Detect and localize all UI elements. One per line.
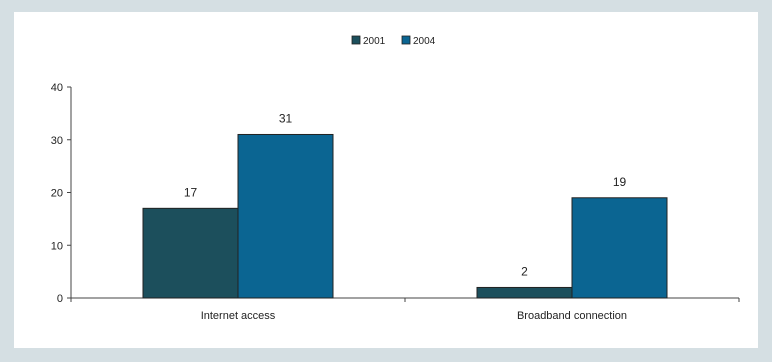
y-tick-label: 20 bbox=[51, 188, 63, 200]
legend-label-2004: 2004 bbox=[413, 36, 436, 47]
legend-label-2001: 2001 bbox=[363, 36, 386, 47]
x-tick-label: Broadband connection bbox=[517, 310, 627, 322]
bar-2001-0 bbox=[142, 207, 239, 299]
legend-swatch-2004 bbox=[401, 35, 411, 45]
bar-2001-1 bbox=[476, 286, 573, 299]
chart-legend: 2001 2004 bbox=[351, 35, 436, 47]
data-label: 17 bbox=[184, 185, 198, 199]
y-tick-label: 0 bbox=[57, 293, 63, 305]
chart-card: 2001 2004 0 10 20 30 40 Internet access Broadba… bbox=[14, 12, 758, 348]
chart-data-labels: 17 31 2 19 bbox=[184, 111, 627, 278]
data-label: 2 bbox=[521, 264, 528, 278]
y-tick-label: 30 bbox=[51, 135, 63, 147]
legend-swatch-2001 bbox=[351, 35, 361, 45]
bar-2004-0 bbox=[237, 133, 334, 299]
x-tick-label: Internet access bbox=[201, 310, 276, 322]
bar-chart: 2001 2004 0 10 20 30 40 Internet access Broadba… bbox=[51, 35, 740, 322]
bar-2004-1 bbox=[571, 197, 668, 299]
chart-bars bbox=[142, 133, 668, 299]
data-label: 19 bbox=[613, 175, 627, 189]
data-label: 31 bbox=[279, 111, 293, 125]
y-tick-label: 10 bbox=[51, 240, 63, 252]
y-tick-label: 40 bbox=[51, 82, 63, 94]
